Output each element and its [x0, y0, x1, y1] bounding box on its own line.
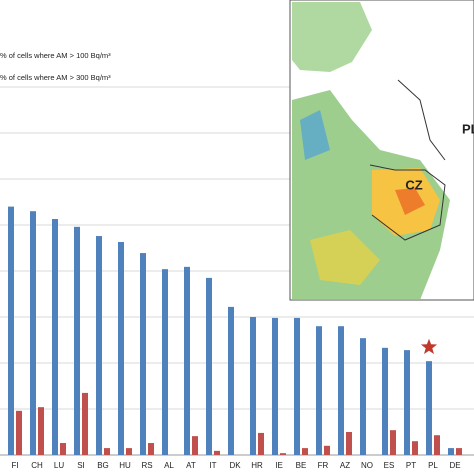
bar [118, 242, 124, 455]
map-region [395, 188, 425, 215]
x-tick-label: FI [11, 461, 18, 470]
x-tick-label: RS [141, 461, 152, 470]
x-tick-label: BG [97, 461, 109, 470]
x-tick-label: HR [251, 461, 263, 470]
bar [148, 443, 154, 455]
map-region [292, 2, 372, 72]
bar [206, 277, 212, 455]
bar [456, 448, 462, 455]
plot-area: % of cells where AM > 100 Bq/m³ % of cell… [0, 51, 474, 470]
x-tick-label: SI [77, 461, 85, 470]
bar [404, 350, 410, 455]
x-tick-label: CH [31, 461, 43, 470]
x-tick-label: IE [275, 461, 283, 470]
bar [338, 326, 344, 455]
x-tick-label: DE [449, 461, 460, 470]
bar [382, 347, 388, 455]
x-tick-label: PT [406, 461, 416, 470]
bar [162, 269, 168, 455]
x-tick-label: LU [54, 461, 64, 470]
bar [434, 435, 440, 455]
bar [74, 226, 80, 455]
bar [294, 317, 300, 455]
bar [192, 436, 198, 455]
star-marker [420, 338, 438, 354]
x-tick-label: HU [119, 461, 131, 470]
bar [96, 236, 102, 455]
bar [140, 253, 146, 455]
bar [272, 317, 278, 455]
bar [38, 407, 44, 455]
bar [104, 448, 110, 455]
x-tick-label: AT [186, 461, 196, 470]
legend-label: % of cells where AM > 300 Bq/m³ [0, 73, 111, 82]
x-tick-label: FR [318, 461, 329, 470]
bar [228, 306, 234, 455]
bar [250, 317, 256, 455]
map-region [300, 110, 330, 160]
bar [426, 361, 432, 455]
x-tick-label: NO [361, 461, 373, 470]
bar [316, 326, 322, 455]
bar [16, 410, 22, 455]
x-tick-label: PL [428, 461, 438, 470]
map-region [310, 230, 380, 285]
border [369, 164, 446, 241]
bar [412, 441, 418, 455]
legend-label: % of cells where AM > 100 Bq/m³ [0, 51, 111, 60]
map-inset: CZ PL [289, 0, 474, 301]
bar [280, 453, 286, 455]
bar [448, 448, 454, 455]
bar [302, 448, 308, 455]
bar [390, 430, 396, 455]
x-tick-label: ES [384, 461, 395, 470]
bar [52, 219, 58, 455]
bar [126, 448, 132, 455]
bar [360, 338, 366, 455]
map-label: CZ [405, 177, 422, 192]
bar [184, 266, 190, 455]
x-tick-label: AZ [340, 461, 350, 470]
x-tick-label: AL [164, 461, 174, 470]
bar [324, 445, 330, 455]
bar [214, 450, 220, 455]
bar [346, 432, 352, 455]
bar [60, 443, 66, 455]
bar [82, 392, 88, 455]
map-label: PL [462, 121, 474, 136]
x-tick-label: DK [229, 461, 241, 470]
bar [30, 211, 36, 455]
x-tick-label: IT [209, 461, 216, 470]
bar [8, 206, 14, 455]
border [397, 79, 446, 161]
bar [258, 432, 264, 455]
x-tick-label: BE [296, 461, 307, 470]
